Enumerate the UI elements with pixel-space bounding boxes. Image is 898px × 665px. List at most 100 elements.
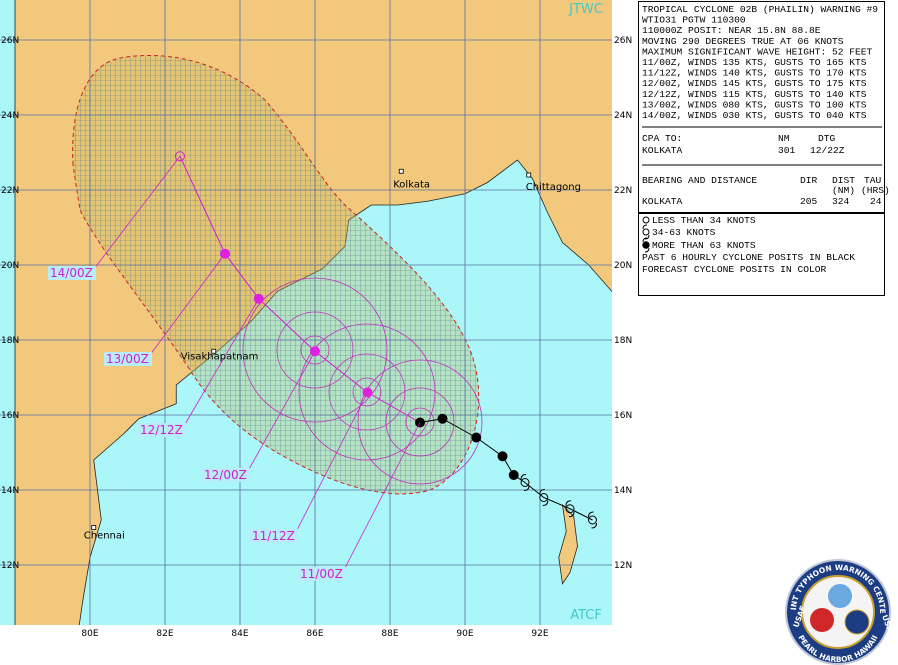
city-marker <box>398 168 404 174</box>
warning-panel: CPA TO: NM DTG KOLKATA 301 12/22Z BEARIN… <box>638 1 890 296</box>
label-leader <box>93 156 181 270</box>
bearing-tau: TAU <box>864 175 882 186</box>
legend-text: MORE THAN 63 KNOTS <box>652 240 756 251</box>
label-leader <box>247 351 316 472</box>
bearing-unit: (HRS) <box>861 185 890 196</box>
bearing-tau-value: 24 <box>870 196 882 207</box>
lon-tick-label: 82E <box>156 629 173 639</box>
lat-tick-label: 24N <box>1 111 19 121</box>
city-label: Chittagong <box>526 182 581 193</box>
forecast-label: 12/12Z <box>140 423 183 437</box>
forecast-label: 11/12Z <box>252 529 295 543</box>
lon-tick-label: 90E <box>456 629 473 639</box>
warning-line: WTIO31 PGTW 110300 <box>642 15 746 26</box>
bearing-unit: (NM) <box>832 185 855 196</box>
label-box <box>250 529 298 543</box>
forecast-position <box>220 248 230 259</box>
warning-line: 11/00Z, WINDS 135 KTS, GUSTS TO 165 KTS <box>642 57 867 68</box>
forecast-label: 13/00Z <box>106 352 149 366</box>
track: 11/00Z 11/12Z 12/00Z 12/12Z 13/00Z 14/00Z <box>48 151 597 581</box>
warning-line: MOVING 290 DEGREES TRUE AT 06 KNOTS <box>642 36 844 47</box>
lat-tick-label: 14N <box>1 486 19 496</box>
label-box <box>104 352 152 366</box>
legend-symbol <box>642 224 650 240</box>
lat-tick-label: 20N <box>614 261 632 271</box>
bearing-dist-value: 324 <box>832 196 850 207</box>
lat-tick-label: 12N <box>614 561 632 571</box>
past-position <box>565 504 575 514</box>
lat-tick-label: 24N <box>614 111 632 121</box>
warning-line: 11/12Z, WINDS 140 KTS, GUSTS TO 170 KTS <box>642 68 867 79</box>
lon-tick-label: 80E <box>81 629 98 639</box>
watermark: ATCF <box>570 608 602 623</box>
label-box <box>202 468 250 482</box>
label-box <box>298 567 346 581</box>
graticule <box>0 0 612 625</box>
lat-tick-label: 12N <box>1 561 19 571</box>
lat-tick-label: 26N <box>1 36 19 46</box>
cpa-nm-value: 301 <box>778 145 796 156</box>
city-label: Visakhapatnam <box>181 351 259 362</box>
map: 11/00Z 11/12Z 12/00Z 12/12Z 13/00Z 14/00Z JTW… <box>0 0 612 625</box>
bearing-label: BEARING AND DISTANCE <box>642 175 757 186</box>
lat-tick-label: 18N <box>1 336 19 346</box>
cpa-dtg-value: 12/22Z <box>810 145 845 156</box>
island <box>558 503 578 585</box>
logo-emblem <box>828 584 852 608</box>
legend-symbol <box>642 216 650 224</box>
warning-line: 13/00Z, WINDS 080 KTS, GUSTS TO 100 KTS <box>642 99 867 110</box>
forecast-position <box>310 346 320 357</box>
past-position <box>520 478 530 487</box>
past-position <box>497 451 508 462</box>
past-position <box>437 413 448 424</box>
storm-symbol <box>588 511 597 529</box>
legend-text: LESS THAN 34 KNOTS <box>652 215 756 226</box>
label-box <box>48 266 96 280</box>
label-leader <box>149 253 226 356</box>
forecast-label: 11/00Z <box>300 567 343 581</box>
city-marker <box>211 348 217 354</box>
warning-line: 14/00Z, WINDS 030 KTS, GUSTS TO 040 KTS <box>642 110 867 121</box>
warning-line: MAXIMUM SIGNIFICANT WAVE HEIGHT: 52 FEET <box>642 46 873 57</box>
lat-tick-label: 14N <box>614 486 632 496</box>
watermark: JTWC <box>568 2 603 17</box>
legend-text: PAST 6 HOURLY CYCLONE POSITS IN BLACK <box>642 252 855 263</box>
bearing-dist: DIST <box>832 175 855 186</box>
bearing-dir: DIR <box>800 175 818 186</box>
city-label: Chennai <box>84 531 125 542</box>
label-leader <box>295 392 368 533</box>
legend-text: FORECAST CYCLONE POSITS IN COLOR <box>642 264 826 275</box>
logo-emblem <box>810 608 834 632</box>
warning-line: 12/12Z, WINDS 115 KTS, GUSTS TO 140 KTS <box>642 89 867 100</box>
warning-line: 110000Z POSIT: NEAR 15.8N 88.8E <box>642 25 821 36</box>
forecast-label: 12/00Z <box>204 468 247 482</box>
cpa-label: CPA TO: <box>642 133 682 144</box>
lat-tick-label: 20N <box>1 261 19 271</box>
tick-labels: 26N 26N 24N 24N 22N 22N 20N 20N 18N 18N 16N 16N 14N 1… <box>1 36 632 639</box>
past-position <box>508 470 519 480</box>
wind-radii <box>242 277 483 485</box>
lon-tick-label: 92E <box>531 629 548 639</box>
legend-box <box>638 213 885 296</box>
cpa-dtg: DTG <box>818 133 836 144</box>
cpa-place: KOLKATA <box>642 145 683 156</box>
lon-tick-label: 86E <box>306 629 323 639</box>
label-box <box>138 423 186 437</box>
lon-tick-label: 84E <box>231 629 248 639</box>
legend-symbol <box>642 237 650 253</box>
label-leader <box>343 422 421 571</box>
forecast-label: 14/00Z <box>50 266 93 280</box>
logo-emblem <box>844 609 870 635</box>
lat-tick-label: 16N <box>614 411 632 421</box>
storm-symbol <box>565 500 575 518</box>
panel-box <box>638 1 885 213</box>
city-label: Kolkata <box>393 179 430 190</box>
forecast-position <box>362 387 373 398</box>
lat-tick-label: 22N <box>614 186 632 196</box>
forecast-position <box>253 293 264 304</box>
cpa-nm: NM <box>778 133 790 144</box>
lat-tick-label: 16N <box>1 411 19 421</box>
city-marker <box>526 172 532 178</box>
city-marker <box>91 525 97 530</box>
